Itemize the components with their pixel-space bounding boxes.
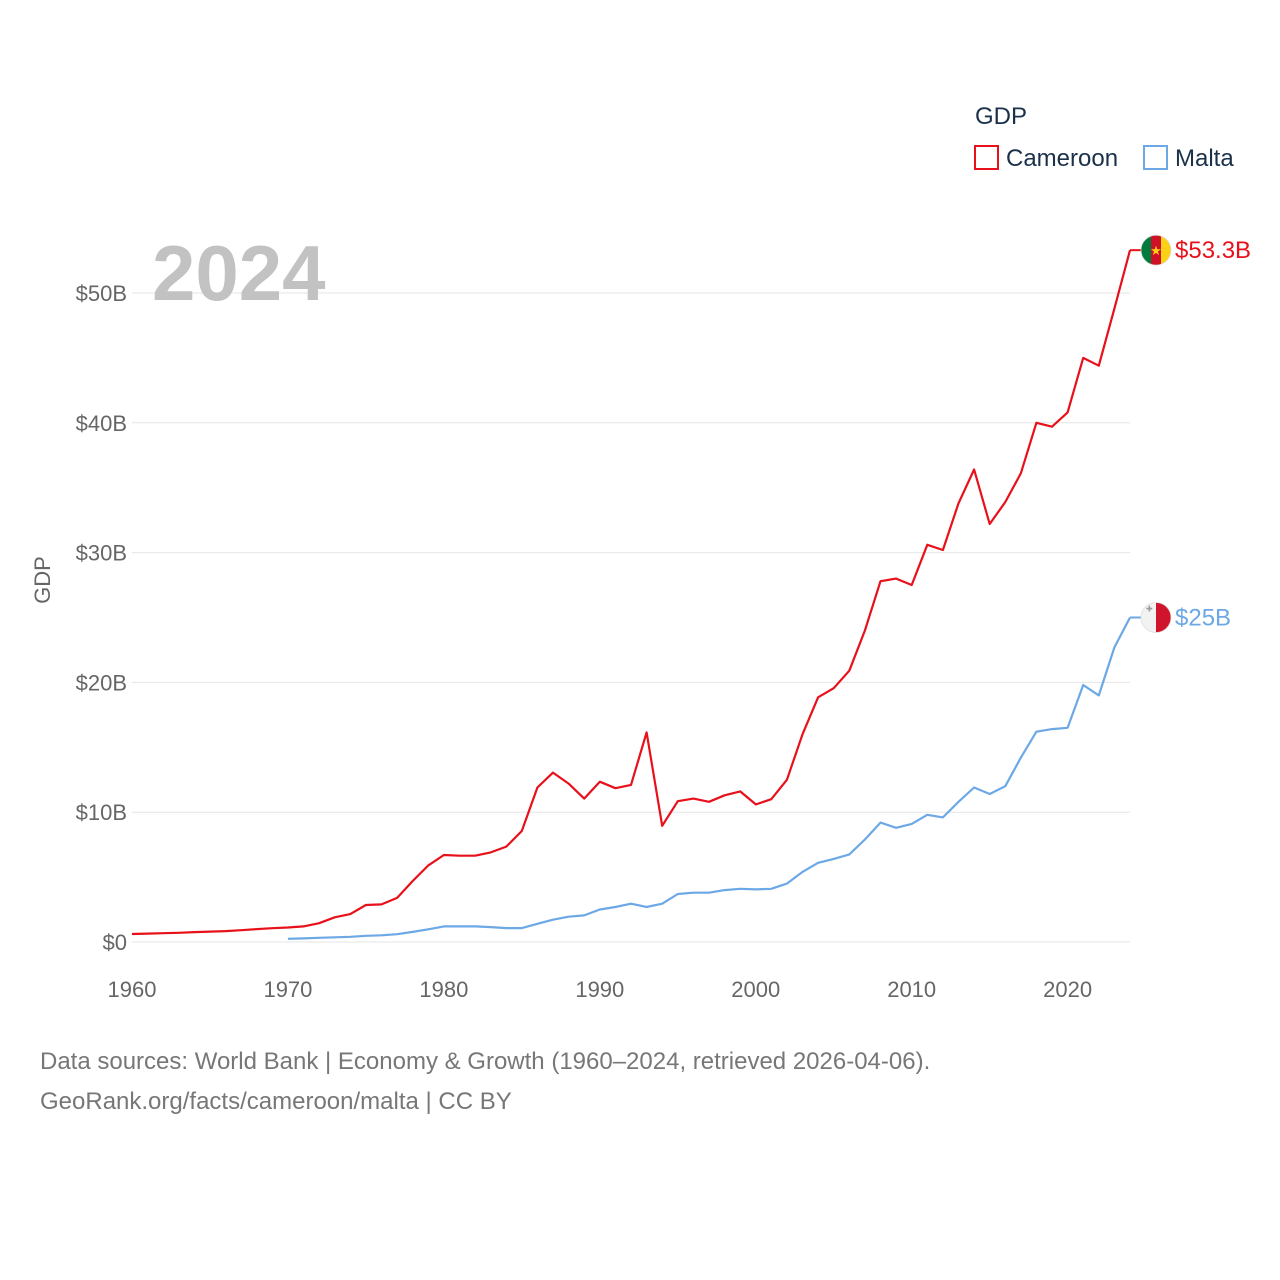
legend-label-cameroon: Cameroon (1006, 145, 1118, 172)
y-tick-label: $30B (76, 541, 127, 566)
x-tick-label: 1970 (263, 977, 312, 1002)
footer-link[interactable]: GeoRank.org/facts/cameroon/malta | CC BY (40, 1088, 512, 1115)
footer-sources: Data sources: World Bank | Economy & Gro… (40, 1048, 931, 1075)
legend-item-cameroon[interactable]: Cameroon (974, 145, 1118, 172)
svg-text:✚: ✚ (1146, 605, 1153, 614)
legend-label-malta: Malta (1175, 145, 1234, 172)
series-line-malta (287, 616, 1131, 940)
end-value-label-cameroon: $53.3B (1175, 237, 1251, 264)
y-tick-label: $40B (76, 411, 127, 436)
y-tick-label: $10B (76, 800, 127, 825)
grid-lines (132, 292, 1130, 943)
x-tick-label: 1990 (575, 977, 624, 1002)
svg-text:★: ★ (1150, 243, 1162, 258)
year-watermark: 2024 (152, 229, 326, 317)
series-line-cameroon (131, 249, 1132, 936)
legend-title: GDP (975, 103, 1027, 130)
y-axis-ticks: $0 $10B $20B $30B $40B $50B (76, 281, 127, 955)
x-tick-label: 2000 (731, 977, 780, 1002)
x-tick-label: 2010 (887, 977, 936, 1002)
y-tick-label: $50B (76, 281, 127, 306)
end-value-label-malta: $25B (1175, 605, 1231, 632)
legend-swatch-malta (1143, 145, 1168, 170)
x-tick-label: 1980 (419, 977, 468, 1002)
malta-flag-icon: ✚ (1140, 602, 1172, 633)
y-tick-label: $20B (76, 670, 127, 695)
legend-item-malta[interactable]: Malta (1143, 145, 1234, 172)
y-axis-title: GDP (30, 556, 55, 604)
x-tick-label: 2020 (1043, 977, 1092, 1002)
legend: GDP Cameroon Malta (974, 103, 1234, 172)
footer: Data sources: World Bank | Economy & Gro… (40, 1042, 930, 1122)
legend-swatch-cameroon (974, 145, 999, 170)
y-tick-label: $0 (103, 930, 127, 955)
x-axis-ticks: 1960 1970 1980 1990 2000 2010 2020 (108, 977, 1093, 1002)
series-lines (131, 249, 1132, 940)
series-end-markers: ★ $53.3B ✚ $25B (1130, 234, 1251, 633)
x-tick-label: 1960 (108, 977, 157, 1002)
cameroon-flag-icon: ★ (1140, 234, 1172, 266)
